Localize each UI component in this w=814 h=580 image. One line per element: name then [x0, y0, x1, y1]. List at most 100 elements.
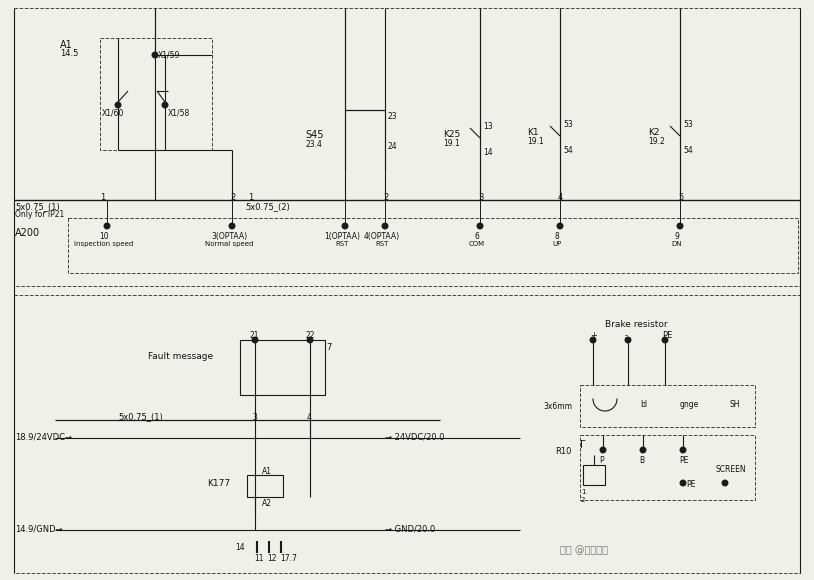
Text: 5x0.75_(1): 5x0.75_(1) [118, 412, 163, 421]
Text: 54: 54 [563, 146, 573, 155]
Text: → GND/20.0: → GND/20.0 [385, 524, 435, 533]
Text: 53: 53 [683, 120, 693, 129]
Circle shape [252, 337, 258, 343]
Text: 3(OPTAA): 3(OPTAA) [211, 232, 247, 241]
Circle shape [162, 102, 168, 108]
Text: RST: RST [335, 241, 348, 247]
Text: B: B [639, 456, 644, 465]
Text: X1/58: X1/58 [168, 109, 190, 118]
Text: +: + [590, 331, 597, 340]
Circle shape [557, 223, 563, 229]
Text: 8: 8 [554, 232, 559, 241]
Text: S45: S45 [305, 130, 323, 140]
Text: A200: A200 [15, 228, 40, 238]
Text: 23: 23 [388, 112, 397, 121]
Text: 53: 53 [563, 120, 573, 129]
Text: 1: 1 [581, 489, 585, 495]
Text: R10: R10 [555, 447, 571, 456]
Text: 1: 1 [100, 193, 105, 202]
Text: P: P [599, 456, 604, 465]
Text: PE: PE [662, 331, 672, 340]
Bar [583, 465, 605, 485]
Text: 3: 3 [252, 413, 257, 422]
Text: K2: K2 [648, 128, 659, 137]
Text: 3: 3 [478, 193, 484, 202]
Bar [14, 8, 800, 286]
Text: 9: 9 [675, 232, 680, 241]
Circle shape [229, 223, 235, 229]
Circle shape [640, 447, 646, 453]
Text: Brake resistor: Brake resistor [605, 320, 667, 329]
Text: 4: 4 [307, 413, 312, 422]
Circle shape [115, 102, 121, 108]
Text: 14: 14 [235, 543, 245, 552]
Circle shape [722, 480, 728, 486]
Circle shape [680, 480, 686, 486]
Text: gnge: gnge [680, 400, 699, 409]
Text: 2: 2 [230, 193, 235, 202]
Bar [14, 295, 800, 573]
Text: 3x6mm: 3x6mm [543, 402, 572, 411]
Text: SCREEN: SCREEN [715, 465, 746, 474]
Text: Fault message: Fault message [148, 352, 213, 361]
Text: 22: 22 [305, 331, 314, 340]
Circle shape [625, 337, 631, 343]
Text: A2: A2 [262, 499, 272, 508]
Text: 2: 2 [383, 193, 388, 202]
Text: K1: K1 [527, 128, 539, 137]
Bar [580, 435, 755, 500]
Text: X1/59: X1/59 [158, 50, 181, 59]
Text: 18.9/24VDC→: 18.9/24VDC→ [15, 432, 72, 441]
Circle shape [382, 223, 388, 229]
Text: 6: 6 [475, 232, 479, 241]
Circle shape [662, 337, 668, 343]
Text: 19.2: 19.2 [648, 137, 665, 146]
Text: bl: bl [640, 400, 647, 409]
Circle shape [342, 223, 348, 229]
Text: 5: 5 [678, 193, 683, 202]
Circle shape [677, 223, 683, 229]
Text: A1: A1 [262, 467, 272, 476]
Text: 14.9/GND→: 14.9/GND→ [15, 524, 63, 533]
Text: 头条 @电梯资料: 头条 @电梯资料 [560, 545, 608, 555]
Text: K177: K177 [207, 479, 230, 488]
Circle shape [590, 337, 596, 343]
Text: Inspection speed: Inspection speed [74, 241, 133, 247]
Text: 17.7: 17.7 [280, 554, 297, 563]
Text: 4(OPTAA): 4(OPTAA) [364, 232, 400, 241]
Circle shape [477, 223, 483, 229]
Text: Normal speed: Normal speed [205, 241, 253, 247]
Text: DN: DN [672, 241, 682, 247]
Text: K25: K25 [443, 130, 460, 139]
Text: -: - [625, 331, 628, 340]
Bar [240, 340, 325, 395]
Text: 24: 24 [388, 142, 397, 151]
Text: COM: COM [469, 241, 485, 247]
Text: 12: 12 [267, 554, 277, 563]
Text: A1: A1 [60, 40, 72, 50]
Text: UP: UP [553, 241, 562, 247]
Text: 13: 13 [483, 122, 492, 131]
Circle shape [600, 447, 606, 453]
Text: 4: 4 [558, 193, 563, 202]
Text: 10: 10 [99, 232, 109, 241]
Text: RST: RST [375, 241, 389, 247]
Text: PE: PE [686, 480, 695, 489]
Text: 5x0.75_(2): 5x0.75_(2) [245, 202, 290, 211]
Circle shape [152, 52, 158, 58]
Text: Only for IP21: Only for IP21 [15, 210, 64, 219]
Bar [247, 475, 283, 497]
Text: 23.4: 23.4 [305, 140, 322, 149]
Text: 54: 54 [683, 146, 693, 155]
Text: 19.1: 19.1 [443, 139, 460, 148]
Text: 21: 21 [250, 331, 260, 340]
Text: 5x0.75_(1): 5x0.75_(1) [15, 202, 59, 211]
Bar [580, 385, 755, 427]
Bar [100, 38, 212, 150]
Text: → 24VDC/20.0: → 24VDC/20.0 [385, 432, 444, 441]
Text: PE: PE [679, 456, 689, 465]
Text: 1: 1 [248, 193, 253, 202]
Text: SH: SH [730, 400, 741, 409]
Circle shape [680, 447, 686, 453]
Text: 14: 14 [483, 148, 492, 157]
